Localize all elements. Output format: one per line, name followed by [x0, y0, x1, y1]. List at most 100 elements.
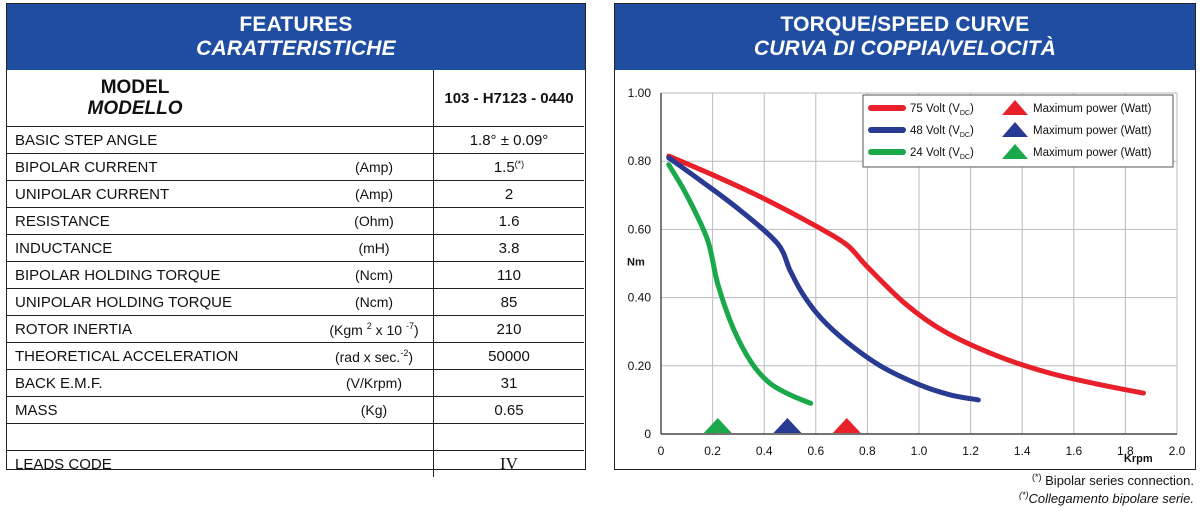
table-row: UNIPOLAR CURRENT (Amp) 2 [7, 180, 584, 208]
footnote-star: (*) [1019, 490, 1029, 500]
y-tick-label: 0.20 [628, 359, 652, 373]
y-tick-label: 0.40 [628, 291, 652, 305]
features-title-italian: CARATTERISTICHE [196, 37, 396, 60]
row-value: 85 [433, 288, 584, 316]
x-tick-label: 0.4 [756, 444, 773, 458]
legend-triangle-2 [1002, 144, 1028, 159]
chart-title-italian: CURVA DI COPPIA/VELOCITÀ [753, 37, 1057, 60]
row-label: UNIPOLAR HOLDING TORQUE [7, 288, 315, 316]
row-unit: (Amp) [315, 153, 434, 181]
row-unit [315, 126, 434, 154]
features-header: FEATURES CARATTERISTICHE [7, 4, 585, 70]
model-code: 103 - H7123 - 0440 [444, 89, 574, 107]
row-label: BIPOLAR CURRENT [7, 153, 315, 181]
row-value: 1.8° ± 0.09° [433, 126, 584, 154]
max-power-marker-0 [832, 418, 861, 433]
footnote-english: (*) Bipolar series connection. [1032, 472, 1194, 488]
x-tick-label: 1.8 [1117, 444, 1134, 458]
features-table: MODEL MODELLO 103 - H7123 - 0440 BASIC S… [7, 70, 584, 477]
y-axis-label: Nm [627, 257, 645, 269]
leads-code-value: IV [500, 454, 518, 473]
table-row: INDUCTANCE (mH) 3.8 [7, 234, 584, 262]
legend-label-1: 48 Volt (VDC) [910, 125, 974, 139]
max-power-marker-1 [773, 418, 802, 433]
legend-max-power-label-2: Maximum power (Watt) [1033, 147, 1152, 159]
model-label-italian: MODELLO [87, 98, 183, 119]
series-line-1 [666, 155, 981, 403]
table-row: ROTOR INERTIA (Kgm 2 x 10 -7) 210 [7, 315, 584, 343]
y-tick-label: 0.80 [628, 154, 652, 168]
row-label: BACK E.M.F. [7, 369, 315, 397]
row-value: 210 [433, 315, 584, 343]
legend-max-power-label-1: Maximum power (Watt) [1033, 125, 1152, 137]
features-title: FEATURES [239, 13, 353, 36]
row-label: THEORETICAL ACCELERATION [7, 342, 315, 370]
row-value: 3.8 [433, 234, 584, 262]
x-tick-label: 2.0 [1169, 444, 1186, 458]
row-unit: (Kg) [315, 396, 434, 424]
row-unit: (Ncm) [315, 261, 434, 289]
table-row: THEORETICAL ACCELERATION (rad x sec.-2) … [7, 342, 584, 370]
row-label: INDUCTANCE [7, 234, 315, 262]
row-value: 50000 [433, 342, 584, 370]
row-unit: (mH) [315, 234, 434, 262]
row-value: 0.65 [433, 396, 584, 424]
x-axis-label: Krpm [1124, 453, 1153, 465]
bipolar-star-marker: (*) [514, 158, 525, 169]
table-row: BIPOLAR HOLDING TORQUE (Ncm) 110 [7, 261, 584, 289]
table-row: BACK E.M.F. (V/Krpm) 31 [7, 369, 584, 397]
legend-max-power-label-0: Maximum power (Watt) [1033, 103, 1152, 115]
row-label: BASIC STEP ANGLE [7, 126, 315, 154]
row-label [7, 423, 315, 451]
footnote-star: (*) [1032, 472, 1042, 482]
x-tick-label: 1.6 [1065, 444, 1082, 458]
x-tick-label: 1.0 [911, 444, 928, 458]
model-label: MODEL [100, 77, 170, 98]
row-value: 31 [433, 369, 584, 397]
row-unit [315, 451, 434, 478]
row-unit [315, 423, 434, 451]
model-row: MODEL MODELLO 103 - H7123 - 0440 [7, 70, 584, 127]
table-row: UNIPOLAR HOLDING TORQUE (Ncm) 85 [7, 288, 584, 316]
legend-triangle-0 [1002, 100, 1028, 115]
row-unit: (Amp) [315, 180, 434, 208]
x-tick-label: 0.6 [807, 444, 824, 458]
row-value: 2 [433, 180, 584, 208]
row-label: RESISTANCE [7, 207, 315, 235]
chart-title: TORQUE/SPEED CURVE [780, 13, 1030, 36]
row-unit: (Kgm 2 x 10 -7) [315, 315, 434, 343]
table-row: MASS (Kg) 0.65 [7, 396, 584, 424]
footnote-italian: (*)Collegamento bipolare serie. [1019, 490, 1194, 506]
table-row: LEADS CODE IV [7, 450, 584, 478]
row-value: 110 [433, 261, 584, 289]
row-unit: (rad x sec.-2) [315, 342, 434, 370]
max-power-marker-2 [703, 418, 732, 433]
model-heading: MODEL MODELLO [15, 77, 255, 119]
table-row: BASIC STEP ANGLE 1.8° ± 0.09° [7, 126, 584, 154]
features-panel: FEATURES CARATTERISTICHE MODEL MODELLO 1… [6, 3, 586, 477]
series-line-2 [666, 162, 814, 406]
row-unit: (Ohm) [315, 207, 434, 235]
chart-header: TORQUE/SPEED CURVE CURVA DI COPPIA/VELOC… [615, 4, 1195, 70]
torque-speed-chart: 0 0.2 0.4 0.6 0.8 1.0 1.2 1.4 1.6 1.8 2.0 0 0.20 0.40… [627, 86, 1186, 465]
x-tick-label: 0 [658, 444, 665, 458]
legend-label-0: 75 Volt (VDC) [910, 103, 974, 117]
torque-speed-panel: TORQUE/SPEED CURVE CURVA DI COPPIA/VELOC… [614, 3, 1196, 470]
legend-triangle-1 [1002, 122, 1028, 137]
x-tick-label: 0.2 [704, 444, 721, 458]
row-label: UNIPOLAR CURRENT [7, 180, 315, 208]
row-value [433, 423, 584, 451]
table-row: RESISTANCE (Ohm) 1.6 [7, 207, 584, 235]
y-tick-label: 1.00 [628, 86, 652, 100]
row-label: LEADS CODE [15, 455, 112, 473]
row-label: BIPOLAR HOLDING TORQUE [7, 261, 315, 289]
y-tick-label: 0.60 [628, 222, 652, 236]
x-tick-label: 1.2 [962, 444, 979, 458]
row-value: 1.6 [433, 207, 584, 235]
x-tick-label: 0.8 [859, 444, 876, 458]
table-row: BIPOLAR CURRENT (Amp) 1.5(*) [7, 153, 584, 181]
y-tick-label: 0 [644, 427, 651, 441]
row-unit: (Ncm) [315, 288, 434, 316]
row-unit: (V/Krpm) [315, 369, 434, 397]
legend-label-2: 24 Volt (VDC) [910, 147, 974, 161]
